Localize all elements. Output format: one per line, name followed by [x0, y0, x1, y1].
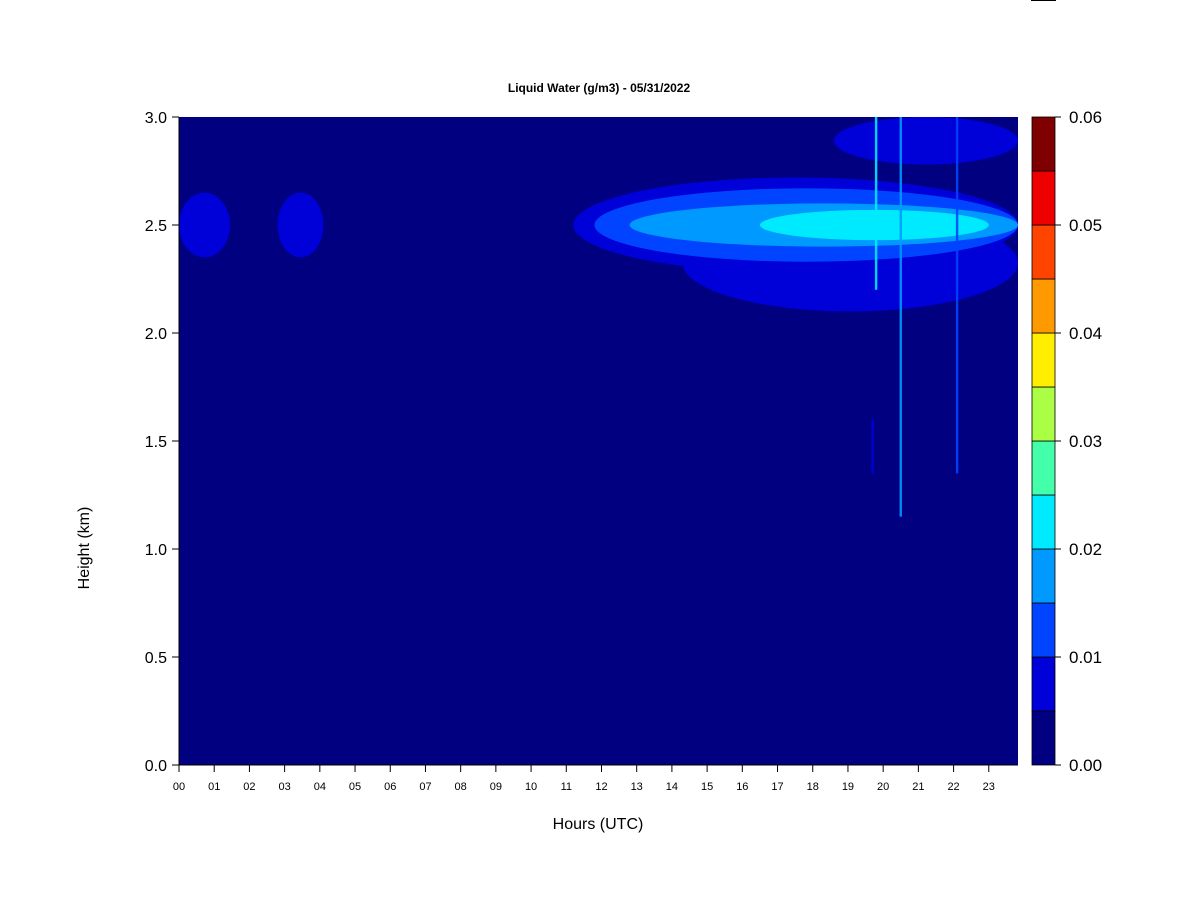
- colorbar-swatch: [1031, 602, 1056, 658]
- x-tick-label: 15: [701, 781, 713, 793]
- x-tick-label: 10: [525, 781, 537, 793]
- y-tick-label: 2.5: [145, 218, 167, 235]
- x-tick-label: 03: [278, 781, 290, 793]
- colorbar-swatch: [1031, 170, 1056, 226]
- heatmap-spike-1: [899, 117, 902, 517]
- heatmap-spike-0: [874, 117, 878, 290]
- x-tick-label: 21: [912, 781, 924, 793]
- x-tick-label: 05: [349, 781, 361, 793]
- colorbar-tick-label: 0.04: [1069, 324, 1102, 343]
- y-tick-label: 2.0: [145, 326, 167, 343]
- x-tick-label: 04: [314, 781, 326, 793]
- x-tick-label: 09: [490, 781, 502, 793]
- x-axis-label: Hours (UTC): [553, 816, 644, 833]
- y-axis-label: Height (km): [76, 507, 93, 590]
- x-tick-label: 08: [455, 781, 467, 793]
- colorbar-tick-label: 0.05: [1069, 216, 1102, 235]
- x-tick-label: 20: [877, 781, 889, 793]
- x-axis: 00 01 02 03 04 05 06 07 08 09 10 11 12 13 14 15 16 17 18 19…: [173, 764, 1018, 793]
- x-tick-label: 13: [631, 781, 643, 793]
- colorbar-swatch: [1031, 332, 1056, 388]
- x-tick-label: 17: [771, 781, 783, 793]
- x-tick-label: 22: [947, 781, 959, 793]
- corner-mark: [1031, 0, 1056, 1]
- heatmap-spike-3: [871, 419, 874, 474]
- plot-area: [179, 116, 1019, 765]
- colorbar-swatch: [1031, 548, 1056, 604]
- x-tick-label: 02: [243, 781, 255, 793]
- y-tick-label: 1.5: [145, 434, 167, 451]
- heatmap-feature-1: [277, 192, 324, 258]
- colorbar-swatch: [1031, 710, 1056, 766]
- colorbar-swatch: [1031, 494, 1056, 550]
- colorbar-tick-label: 0.00: [1069, 756, 1102, 775]
- colorbar-swatch: [1031, 278, 1056, 334]
- colorbar-swatch: [1031, 224, 1056, 280]
- colorbar-tick-label: 0.06: [1069, 108, 1102, 127]
- x-tick-label: 19: [842, 781, 854, 793]
- heatmap-spike-2: [955, 117, 959, 474]
- x-tick-label: 01: [208, 781, 220, 793]
- y-axis: 0.0 0.5 1.0 1.5 2.0 2.5 3.0: [145, 110, 180, 775]
- y-tick-label: 1.0: [145, 542, 167, 559]
- chart-title: Liquid Water (g/m3) - 05/31/2022: [508, 81, 691, 95]
- colorbar: 0.00 0.01 0.02 0.03 0.04 0.05 0.06: [1031, 108, 1102, 775]
- colorbar-swatch: [1031, 116, 1056, 172]
- x-tick-label: 14: [666, 781, 678, 793]
- y-tick-label: 0.0: [145, 758, 167, 775]
- x-tick-label: 18: [807, 781, 819, 793]
- x-tick-label: 23: [983, 781, 995, 793]
- y-tick-label: 0.5: [145, 650, 167, 667]
- x-tick-label: 07: [419, 781, 431, 793]
- x-tick-label: 11: [561, 781, 572, 793]
- heatmap-feature-4: [833, 116, 1018, 165]
- colorbar-tick-label: 0.01: [1069, 648, 1102, 667]
- colorbar-swatch: [1031, 386, 1056, 442]
- colorbar-tick-label: 0.02: [1069, 540, 1102, 559]
- colorbar-swatch: [1031, 440, 1056, 496]
- x-tick-label: 00: [173, 781, 185, 793]
- heatmap-feature-0: [179, 192, 231, 258]
- colorbar-swatch: [1031, 656, 1056, 712]
- y-tick-label: 3.0: [145, 110, 167, 127]
- x-tick-label: 12: [595, 781, 607, 793]
- heatmap-feature-7: [759, 209, 989, 241]
- colorbar-tick-label: 0.03: [1069, 432, 1102, 451]
- x-tick-label: 06: [384, 781, 396, 793]
- x-tick-label: 16: [736, 781, 748, 793]
